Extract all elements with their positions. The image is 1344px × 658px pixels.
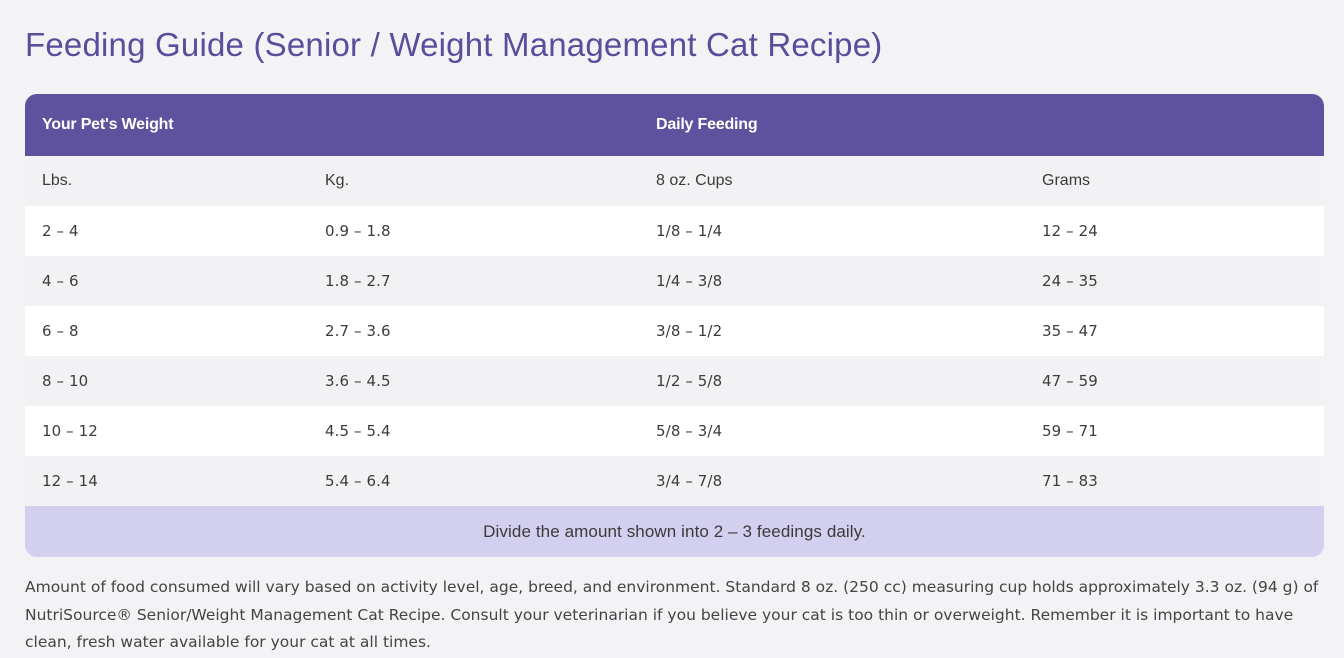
table-row: 10 – 12 4.5 – 5.4 5/8 – 3/4 59 – 71 xyxy=(25,406,1324,456)
cell-lbs: 12 – 14 xyxy=(25,456,308,506)
header-daily-feeding: Daily Feeding xyxy=(639,94,1324,156)
cell-grams: 12 – 24 xyxy=(1025,206,1324,256)
feeding-note-row: Divide the amount shown into 2 – 3 feedi… xyxy=(25,506,1324,557)
table-row: 8 – 10 3.6 – 4.5 1/2 – 5/8 47 – 59 xyxy=(25,356,1324,406)
page-title: Feeding Guide (Senior / Weight Managemen… xyxy=(25,26,883,63)
cell-cups: 1/4 – 3/8 xyxy=(639,256,1026,306)
header-lbs: Lbs. xyxy=(25,156,308,206)
feeding-table: Your Pet's Weight Daily Feeding Lbs. Kg.… xyxy=(25,94,1324,557)
cell-kg: 1.8 – 2.7 xyxy=(308,256,640,306)
cell-cups: 5/8 – 3/4 xyxy=(639,406,1026,456)
group-header-row: Your Pet's Weight Daily Feeding xyxy=(25,94,1324,156)
cell-grams: 35 – 47 xyxy=(1025,306,1324,356)
unit-header-row: Lbs. Kg. 8 oz. Cups Grams xyxy=(25,156,1324,206)
cell-lbs: 4 – 6 xyxy=(25,256,308,306)
header-cups: 8 oz. Cups xyxy=(639,156,1026,206)
cell-lbs: 10 – 12 xyxy=(25,406,308,456)
cell-kg: 0.9 – 1.8 xyxy=(308,206,640,256)
table-row: 4 – 6 1.8 – 2.7 1/4 – 3/8 24 – 35 xyxy=(25,256,1324,306)
cell-kg: 4.5 – 5.4 xyxy=(308,406,640,456)
cell-cups: 1/8 – 1/4 xyxy=(639,206,1026,256)
cell-kg: 3.6 – 4.5 xyxy=(308,356,640,406)
cell-lbs: 2 – 4 xyxy=(25,206,308,256)
cell-grams: 47 – 59 xyxy=(1025,356,1324,406)
header-pet-weight: Your Pet's Weight xyxy=(25,94,640,156)
table-row: 2 – 4 0.9 – 1.8 1/8 – 1/4 12 – 24 xyxy=(25,206,1324,256)
cell-cups: 1/2 – 5/8 xyxy=(639,356,1026,406)
cell-lbs: 6 – 8 xyxy=(25,306,308,356)
table-row: 12 – 14 5.4 – 6.4 3/4 – 7/8 71 – 83 xyxy=(25,456,1324,506)
cell-kg: 5.4 – 6.4 xyxy=(308,456,640,506)
cell-cups: 3/4 – 7/8 xyxy=(639,456,1026,506)
feeding-table-container: Your Pet's Weight Daily Feeding Lbs. Kg.… xyxy=(25,94,1324,557)
cell-cups: 3/8 – 1/2 xyxy=(639,306,1026,356)
cell-kg: 2.7 – 3.6 xyxy=(308,306,640,356)
cell-grams: 71 – 83 xyxy=(1025,456,1324,506)
footnote-text: Amount of food consumed will vary based … xyxy=(25,578,1319,651)
header-grams: Grams xyxy=(1025,156,1324,206)
cell-lbs: 8 – 10 xyxy=(25,356,308,406)
cell-grams: 24 – 35 xyxy=(1025,256,1324,306)
table-row: 6 – 8 2.7 – 3.6 3/8 – 1/2 35 – 47 xyxy=(25,306,1324,356)
feeding-note: Divide the amount shown into 2 – 3 feedi… xyxy=(25,506,1324,557)
header-kg: Kg. xyxy=(308,156,640,206)
cell-grams: 59 – 71 xyxy=(1025,406,1324,456)
